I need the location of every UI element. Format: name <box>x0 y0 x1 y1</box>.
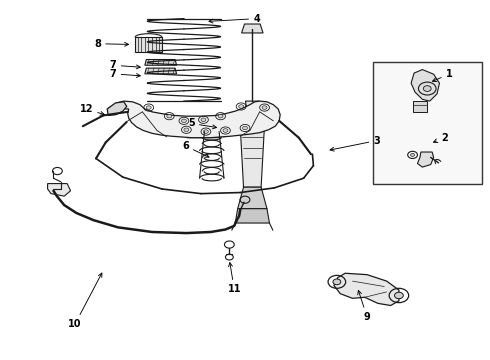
Circle shape <box>167 114 172 118</box>
Polygon shape <box>135 37 162 51</box>
Polygon shape <box>411 69 440 101</box>
Text: 8: 8 <box>94 39 128 49</box>
Circle shape <box>201 118 206 122</box>
Circle shape <box>333 279 341 285</box>
Circle shape <box>411 153 415 156</box>
Text: 3: 3 <box>330 136 380 151</box>
Text: 10: 10 <box>68 273 102 329</box>
Polygon shape <box>334 273 399 306</box>
Bar <box>373 62 482 184</box>
Polygon shape <box>238 116 267 125</box>
Polygon shape <box>48 184 71 196</box>
Circle shape <box>243 126 247 130</box>
Circle shape <box>184 128 189 132</box>
Circle shape <box>203 130 208 134</box>
Text: 4: 4 <box>209 14 260 24</box>
Text: 2: 2 <box>434 133 448 143</box>
Circle shape <box>262 106 267 109</box>
Text: 1: 1 <box>433 69 453 81</box>
Circle shape <box>223 129 228 132</box>
Polygon shape <box>417 152 434 167</box>
Polygon shape <box>240 125 265 187</box>
Circle shape <box>423 86 431 91</box>
Text: 6: 6 <box>182 141 209 157</box>
Text: 7: 7 <box>110 60 140 70</box>
Text: 11: 11 <box>227 263 241 294</box>
Polygon shape <box>145 68 176 74</box>
Text: 7: 7 <box>110 69 140 79</box>
Polygon shape <box>108 101 280 138</box>
Polygon shape <box>145 59 176 65</box>
Text: 9: 9 <box>358 291 370 322</box>
Circle shape <box>239 105 244 108</box>
Polygon shape <box>185 131 223 138</box>
Circle shape <box>147 106 151 109</box>
Polygon shape <box>245 101 259 116</box>
Polygon shape <box>238 187 267 209</box>
Circle shape <box>394 292 403 299</box>
Text: 12: 12 <box>79 104 104 115</box>
Text: 5: 5 <box>188 118 217 129</box>
Polygon shape <box>413 101 427 112</box>
Polygon shape <box>242 24 263 33</box>
Circle shape <box>218 114 223 118</box>
Polygon shape <box>191 126 220 131</box>
Polygon shape <box>107 102 127 116</box>
Polygon shape <box>235 209 270 223</box>
Circle shape <box>181 119 186 123</box>
